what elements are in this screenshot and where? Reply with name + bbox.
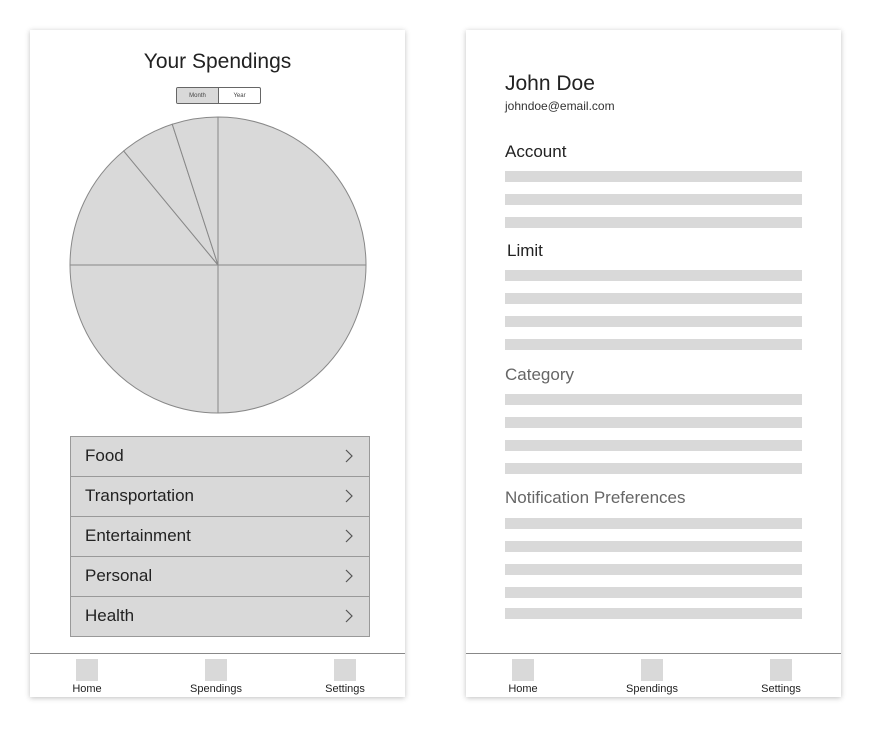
limit-row[interactable] [505, 293, 802, 304]
category-row-health[interactable]: Health [71, 597, 369, 636]
spendings-icon [641, 659, 663, 681]
pie-slice-1[interactable] [217, 116, 367, 266]
settings-icon [334, 659, 356, 681]
section-heading-notifications: Notification Preferences [505, 488, 686, 507]
category-row[interactable] [505, 463, 802, 474]
spendings-pie-chart[interactable] [68, 115, 368, 415]
spendings-screen: Your Spendings Month Year Food Transport… [30, 30, 405, 697]
tab-spendings[interactable]: Spendings [612, 654, 692, 697]
tab-home[interactable]: Home [47, 654, 127, 697]
category-label: Personal [85, 566, 153, 585]
user-email: johndoe@email.com [505, 99, 615, 113]
pie-slice-3[interactable] [69, 264, 219, 414]
category-row[interactable] [505, 417, 802, 428]
account-row[interactable] [505, 171, 802, 182]
pie-slice-2[interactable] [217, 264, 367, 414]
settings-screen: John Doe johndoe@email.com Account Limit… [466, 30, 841, 697]
category-label: Entertainment [85, 526, 191, 545]
notification-row[interactable] [505, 587, 802, 598]
category-row-transportation[interactable]: Transportation [71, 477, 369, 517]
category-label: Health [85, 606, 135, 625]
tab-spendings[interactable]: Spendings [176, 654, 256, 697]
tab-label: Home [508, 683, 538, 695]
category-row-entertainment[interactable]: Entertainment [71, 517, 369, 557]
toggle-year[interactable]: Year [233, 92, 246, 99]
tab-label: Spendings [190, 683, 242, 695]
chevron-right-icon [345, 529, 353, 543]
category-row[interactable] [505, 394, 802, 405]
tab-home[interactable]: Home [483, 654, 563, 697]
chevron-right-icon [345, 449, 353, 463]
page-title: Your Spendings [143, 50, 292, 73]
notification-row[interactable] [505, 608, 802, 619]
tab-settings[interactable]: Settings [305, 654, 385, 697]
spendings-icon [205, 659, 227, 681]
pie-slice-6[interactable] [171, 116, 219, 266]
category-label: Transportation [85, 486, 194, 505]
account-row[interactable] [505, 217, 802, 228]
account-row[interactable] [505, 194, 802, 205]
limit-row[interactable] [505, 316, 802, 327]
tab-bar: Home Spendings Settings [30, 653, 405, 697]
category-row-food[interactable]: Food [71, 437, 369, 477]
chevron-right-icon [345, 569, 353, 583]
tab-label: Settings [761, 683, 801, 695]
category-label: Food [85, 446, 124, 465]
notification-row[interactable] [505, 541, 802, 552]
tab-label: Spendings [626, 683, 678, 695]
home-icon [512, 659, 534, 681]
tab-bar: Home Spendings Settings [466, 653, 841, 697]
category-list: Food Transportation Entertainment Person… [70, 436, 370, 637]
limit-row[interactable] [505, 339, 802, 350]
notification-row[interactable] [505, 564, 802, 575]
home-icon [76, 659, 98, 681]
tab-settings[interactable]: Settings [741, 654, 821, 697]
chevron-right-icon [345, 609, 353, 623]
user-name: John Doe [505, 72, 595, 95]
chevron-right-icon [345, 489, 353, 503]
period-toggle[interactable]: Month Year [176, 87, 261, 104]
limit-row[interactable] [505, 270, 802, 281]
section-heading-limit: Limit [507, 241, 543, 260]
tab-label: Home [72, 683, 102, 695]
category-row[interactable] [505, 440, 802, 451]
settings-icon [770, 659, 792, 681]
tab-label: Settings [325, 683, 365, 695]
notification-row[interactable] [505, 518, 802, 529]
toggle-month[interactable]: Month [177, 88, 219, 103]
section-heading-account: Account [505, 142, 567, 161]
section-heading-category: Category [505, 365, 574, 384]
pie-slice-4[interactable] [69, 150, 220, 266]
category-row-personal[interactable]: Personal [71, 557, 369, 597]
